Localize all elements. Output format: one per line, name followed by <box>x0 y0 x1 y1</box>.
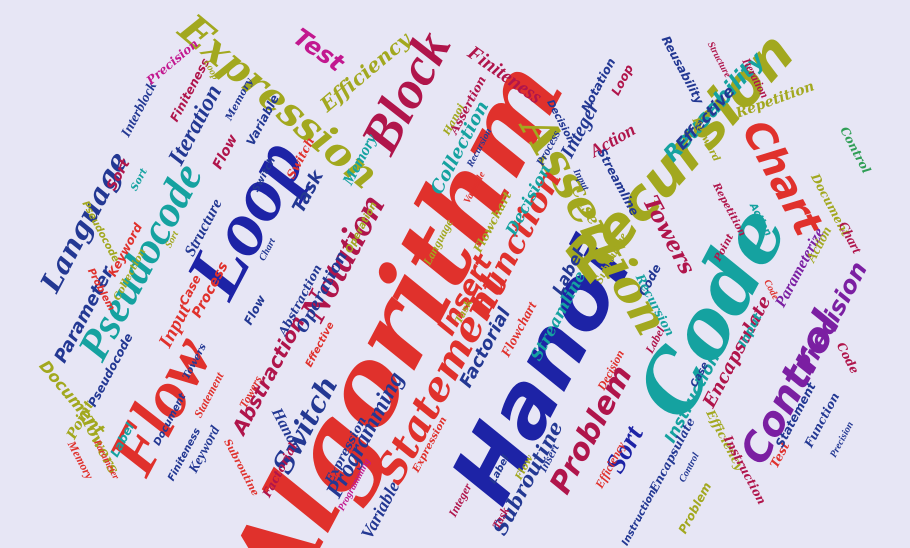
word-cloud-word: Interblock <box>118 79 161 140</box>
word-cloud-word: Precision <box>827 420 856 460</box>
word-cloud-word: Test <box>287 22 349 78</box>
word-cloud-word: Code <box>833 339 862 377</box>
word-cloud-word: Integer <box>445 480 475 520</box>
word-cloud-word: Chart <box>834 219 864 257</box>
word-cloud-word: Problem <box>675 480 715 536</box>
word-cloud-word: Control <box>677 451 702 485</box>
word-cloud-word: Reusability <box>658 33 706 107</box>
word-cloud-word: Sort <box>129 166 150 193</box>
word-cloud-word: Instruction <box>620 487 659 548</box>
word-cloud-word: Control <box>836 124 873 176</box>
